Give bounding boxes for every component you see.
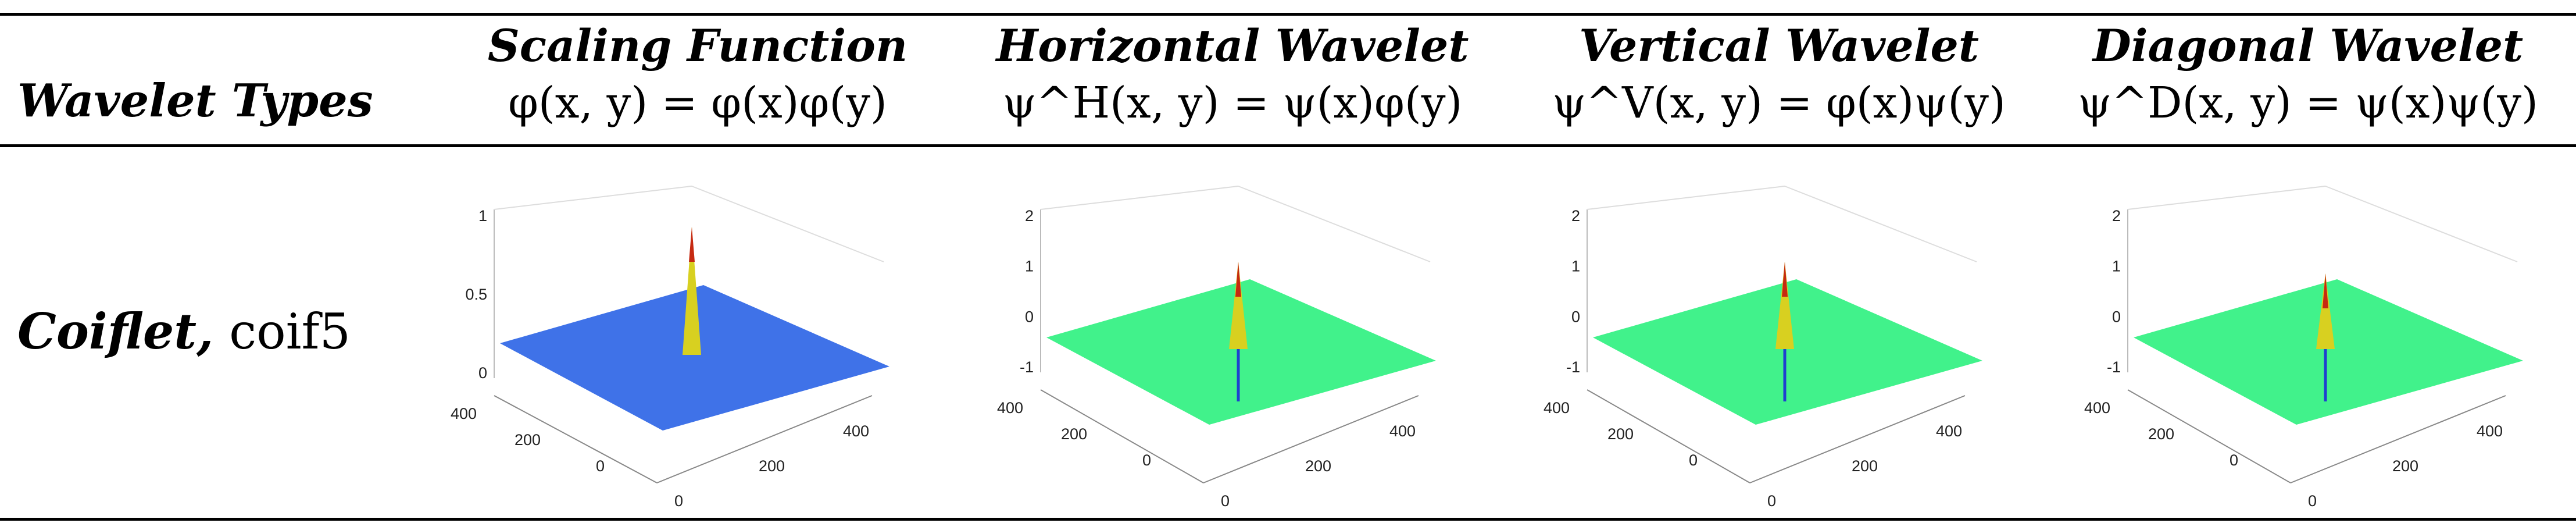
- z-tick-label: -1: [2107, 358, 2121, 376]
- column-title: Diagonal Wavelet: [2092, 20, 2524, 72]
- column-title: Vertical Wavelet: [1578, 20, 1980, 72]
- column-header-diagonal: Diagonal Wavelet ψ^D(x, y) = ψ(x)ψ(y): [2046, 17, 2570, 131]
- z-tick-label: 0.5: [465, 286, 487, 303]
- peak-spike: [683, 227, 701, 355]
- plot-scaling-function: 1 0.5 0 400 200 0 0 200 400: [442, 186, 895, 518]
- z-tick-label: 0: [2112, 308, 2121, 325]
- grid-line: [1238, 186, 1431, 262]
- column-title: Scaling Function: [487, 20, 908, 72]
- y-axis-line: [1203, 395, 1419, 483]
- surface-plot: 2 1 0 -1 400 200 0 0 200 400: [1544, 186, 1982, 510]
- x-tick-label: 400: [997, 399, 1023, 417]
- x-axis-line: [1587, 389, 1750, 483]
- header-rule: [0, 144, 2576, 147]
- z-tick-label: 1: [2112, 258, 2121, 275]
- y-tick-label: 200: [1305, 457, 1331, 475]
- surface-plot: 2 1 0 -1 400 200 0 0 200 400: [997, 186, 1436, 510]
- x-tick-label: 200: [1061, 425, 1087, 443]
- column-formula: φ(x, y) = φ(x)φ(y): [508, 78, 887, 128]
- x-tick-label: 0: [1142, 451, 1151, 469]
- z-tick-label: 2: [1025, 207, 1034, 225]
- grid-line: [1587, 186, 1785, 210]
- y-tick-label: 400: [2477, 422, 2503, 440]
- y-tick-label: 0: [2308, 492, 2317, 510]
- plot-horizontal-wavelet: 2 1 0 -1 400 200 0 0 200 400: [988, 186, 1442, 518]
- y-axis-line: [656, 395, 873, 483]
- x-tick-label: 0: [2230, 451, 2238, 469]
- y-tick-label: 400: [1936, 422, 1962, 440]
- y-tick-label: 400: [1389, 422, 1416, 440]
- z-tick-label: 1: [1571, 258, 1580, 275]
- grid-line: [2127, 186, 2326, 210]
- x-tick-label: 200: [1607, 425, 1634, 443]
- column-header-scaling: Scaling Function φ(x, y) = φ(x)φ(y): [448, 17, 948, 131]
- surface-plot: 2 1 0 -1 400 200 0 0 200 400: [2084, 186, 2523, 510]
- y-tick-label: 200: [759, 457, 785, 475]
- z-tick-label: 2: [2112, 207, 2121, 225]
- y-axis-line: [2290, 395, 2506, 483]
- grid-line: [691, 186, 884, 262]
- wavelet-family: Coiflet,: [17, 303, 214, 360]
- bottom-rule: [0, 518, 2576, 521]
- row-name: Coiflet, coif5: [17, 303, 351, 360]
- column-title: Horizontal Wavelet: [996, 20, 1469, 72]
- z-tick-label: 0: [478, 364, 487, 382]
- row-label-header: Wavelet Types: [17, 74, 373, 127]
- grid-line: [494, 186, 692, 210]
- peak-spike: [1229, 262, 1248, 349]
- peak-tip: [1782, 262, 1788, 297]
- peak-tip: [689, 227, 695, 262]
- grid-line: [1040, 186, 1239, 210]
- z-tick-label: 1: [1025, 258, 1034, 275]
- column-header-vertical: Vertical Wavelet ψ^V(x, y) = φ(x)ψ(y): [1512, 17, 2046, 131]
- x-tick-label: 400: [2084, 399, 2110, 417]
- y-tick-label: 200: [1852, 457, 1878, 475]
- header-row: Wavelet Types Scaling Function φ(x, y) =…: [0, 17, 2576, 143]
- surface-plane: [1593, 279, 1982, 425]
- z-tick-label: 1: [478, 207, 487, 225]
- top-rule: [0, 13, 2576, 16]
- peak-tip: [1235, 262, 1241, 297]
- x-tick-label: 200: [515, 431, 541, 449]
- x-tick-label: 200: [2148, 425, 2174, 443]
- z-tick-label: -1: [1020, 358, 1034, 376]
- y-axis-line: [1749, 395, 1966, 483]
- z-tick-label: 2: [1571, 207, 1580, 225]
- surface-plane: [500, 285, 889, 431]
- z-tick-label: 0: [1571, 308, 1580, 325]
- x-tick-label: 400: [451, 405, 477, 422]
- surface-plot: 1 0.5 0 400 200 0 0 200 400: [451, 186, 889, 510]
- y-tick-label: 0: [674, 492, 683, 510]
- plot-vertical-wavelet: 2 1 0 -1 400 200 0 0 200 400: [1535, 186, 1988, 518]
- grid-line: [2325, 186, 2518, 262]
- x-tick-label: 0: [596, 457, 605, 475]
- y-tick-label: 200: [2392, 457, 2418, 475]
- column-formula: ψ^H(x, y) = ψ(x)φ(y): [1002, 78, 1463, 128]
- x-axis-line: [2127, 389, 2291, 483]
- x-tick-label: 400: [1544, 399, 1570, 417]
- plot-diagonal-wavelet: 2 1 0 -1 400 200 0 0 200 400: [2075, 186, 2529, 518]
- x-axis-line: [1040, 389, 1204, 483]
- grid-line: [1784, 186, 1977, 262]
- wavelet-name: coif5: [229, 303, 351, 360]
- peak-tip: [2323, 273, 2328, 308]
- surface-plane: [1046, 279, 1436, 425]
- y-tick-label: 0: [1221, 492, 1230, 510]
- peak-spike: [2316, 273, 2335, 349]
- z-tick-label: -1: [1566, 358, 1580, 376]
- z-tick-label: 0: [1025, 308, 1034, 325]
- y-tick-label: 0: [1767, 492, 1776, 510]
- column-formula: ψ^V(x, y) = φ(x)ψ(y): [1552, 78, 2006, 128]
- x-axis-line: [494, 395, 658, 483]
- column-header-horizontal: Horizontal Wavelet ψ^H(x, y) = ψ(x)φ(y): [965, 17, 1500, 131]
- peak-spike: [1775, 262, 1794, 349]
- x-tick-label: 0: [1689, 451, 1698, 469]
- column-formula: ψ^D(x, y) = ψ(x)ψ(y): [2078, 78, 2538, 128]
- y-tick-label: 400: [843, 422, 869, 440]
- surface-plane: [2134, 279, 2523, 425]
